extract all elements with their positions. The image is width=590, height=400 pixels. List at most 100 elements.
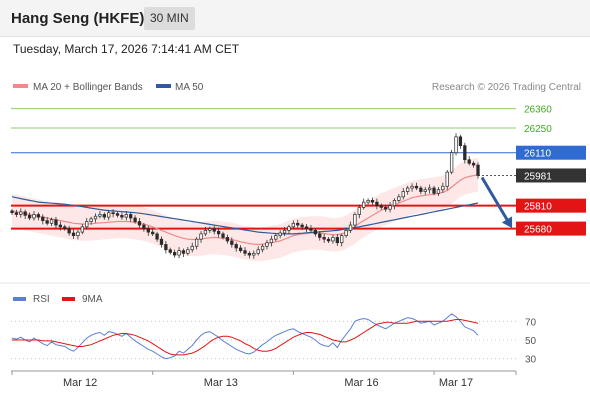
candle	[370, 197, 375, 206]
legend-swatch-ma50	[156, 84, 171, 88]
candle	[384, 204, 388, 212]
rsi-line	[11, 313, 479, 360]
candle	[335, 233, 339, 246]
candle	[419, 185, 423, 195]
candle	[181, 248, 186, 257]
candle	[190, 242, 194, 253]
candle	[32, 210, 36, 221]
candle	[98, 210, 102, 219]
candle	[194, 237, 199, 250]
candle	[256, 246, 260, 256]
candle	[58, 221, 63, 231]
candle	[234, 242, 238, 252]
ma20-line	[11, 174, 479, 246]
candle	[168, 247, 172, 255]
candle	[441, 182, 445, 193]
candle	[107, 209, 111, 221]
candle	[269, 235, 274, 247]
legend-swatch-ma20	[13, 84, 28, 88]
candle	[414, 182, 419, 191]
candle	[260, 244, 265, 253]
candle	[274, 233, 278, 242]
candle	[124, 210, 128, 221]
level-tag-25810	[516, 198, 586, 213]
candle	[467, 156, 471, 166]
candle	[406, 185, 410, 195]
candle	[49, 217, 54, 226]
candle	[45, 217, 49, 226]
candle	[388, 202, 392, 213]
candle	[322, 233, 326, 243]
interval-button[interactable]: 30 MIN	[144, 7, 195, 30]
rsi-ma9-line	[12, 319, 479, 356]
candle	[427, 184, 432, 194]
candle	[379, 203, 383, 210]
candle	[458, 134, 463, 149]
candle	[362, 198, 366, 210]
candle	[76, 230, 80, 240]
candle	[142, 222, 146, 232]
candle	[366, 198, 370, 205]
candle	[392, 198, 397, 210]
level-label-25981: 25981	[524, 171, 552, 182]
chart-header: Hang Seng (HKFE) 30 MIN	[0, 0, 590, 37]
rsi-level-label: 70	[525, 317, 537, 328]
candle	[216, 227, 221, 238]
candle	[300, 222, 304, 230]
x-axis: Mar 12 Mar 13 Mar 16 Mar 17	[11, 371, 517, 389]
candle	[212, 225, 216, 235]
candle	[155, 231, 159, 242]
candle	[247, 251, 252, 259]
rsi-legend: RSI 9MA	[13, 294, 103, 305]
rsi-legend-swatch	[13, 297, 26, 301]
candles	[10, 133, 480, 259]
candle	[309, 225, 313, 233]
level-label-26250: 26250	[524, 124, 552, 135]
candle	[326, 237, 331, 244]
candle	[265, 239, 269, 250]
candle	[63, 224, 67, 231]
ma50-line	[11, 196, 479, 235]
moving-averages	[11, 174, 479, 246]
bollinger-band-area	[12, 158, 478, 262]
rsi-panel: 70 50 30	[11, 313, 537, 366]
rsi-ma-legend-label: 9MA	[82, 294, 103, 305]
candle	[282, 226, 287, 237]
level-label-26360: 26360	[524, 105, 552, 116]
candle	[36, 212, 41, 221]
rsi-level-label: 30	[525, 355, 537, 366]
candle	[340, 233, 344, 247]
level-tag-26110	[516, 145, 586, 160]
candle	[238, 245, 243, 253]
candle	[23, 209, 27, 220]
candle	[186, 246, 190, 256]
candle	[137, 218, 142, 228]
chart-legend: MA 20 + Bollinger Bands MA 50	[13, 82, 204, 93]
candle	[14, 209, 19, 218]
candle	[102, 212, 106, 220]
candle	[71, 229, 76, 239]
level-label-26110: 26110	[524, 149, 552, 160]
candle	[89, 216, 93, 225]
candle	[27, 212, 32, 221]
candle	[375, 198, 379, 210]
candle	[208, 226, 212, 233]
candle	[164, 240, 168, 254]
candle	[67, 225, 71, 236]
level-labels: 26360 26250 26110 25981 25810 25680	[516, 105, 586, 236]
candle	[93, 213, 98, 223]
candle	[54, 216, 58, 229]
candle	[120, 212, 124, 220]
candle	[476, 162, 480, 179]
candle	[296, 219, 300, 228]
candle	[304, 224, 309, 233]
candle	[436, 186, 441, 196]
candle	[146, 225, 150, 236]
candle	[313, 228, 317, 237]
candle	[225, 234, 230, 244]
level-label-25810: 25810	[524, 202, 552, 213]
level-tag-25981	[516, 168, 586, 183]
candle	[353, 212, 357, 229]
candle	[111, 209, 115, 218]
